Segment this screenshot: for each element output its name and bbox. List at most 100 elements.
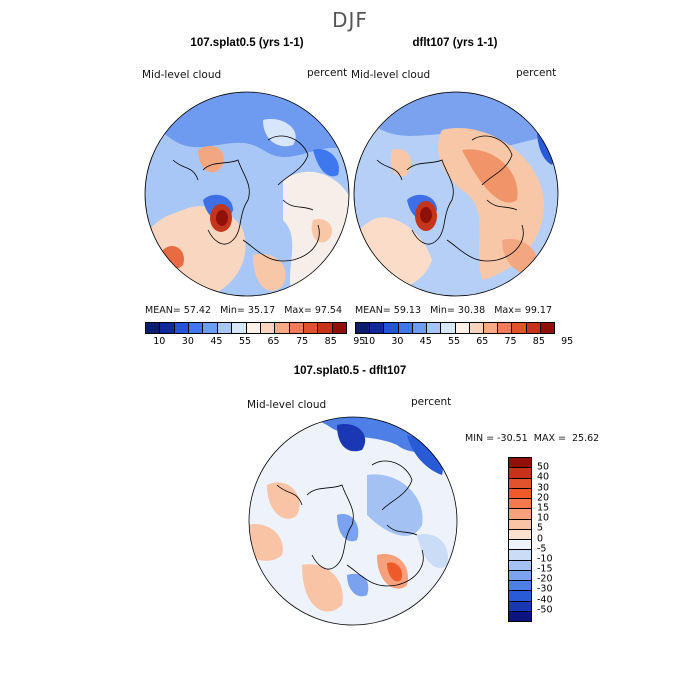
colorbar-swatch [509, 560, 531, 571]
colorbar-tick-label: 0 [537, 533, 544, 544]
panel-2-polar-map [353, 91, 559, 297]
diff-panel-units-label: percent [411, 396, 452, 408]
panel-2-stats: MEAN= 59.13 Min= 30.38 Max= 99.17 [355, 305, 552, 316]
colorbar-tick-label: 95 [353, 336, 366, 347]
colorbar-swatch [412, 323, 428, 333]
panel-1-colorbar [145, 322, 347, 334]
panel-1-polar-map [144, 91, 350, 297]
colorbar-swatch [509, 529, 531, 540]
colorbar-swatch [332, 323, 347, 333]
colorbar-swatch [189, 323, 204, 333]
colorbar-swatch [509, 468, 531, 479]
panel-2-mean-label: MEAN= [355, 305, 391, 316]
colorbar-swatch [275, 323, 290, 333]
colorbar-swatch [303, 323, 319, 333]
colorbar-swatch [427, 323, 442, 333]
panel-1-variable-label: Mid-level cloud [142, 69, 222, 81]
diff-panel-variable-label: Mid-level cloud [247, 399, 327, 411]
diff-panel-min-max: MIN = -30.51 MAX = 25.62 [465, 433, 600, 444]
panel-2-colorbar [355, 322, 555, 334]
colorbar-swatch [174, 323, 190, 333]
colorbar-swatch [441, 323, 456, 333]
colorbar-swatch [217, 323, 233, 333]
diff-panel-colorbar-ticks: 50 40 30 20 15 10 5 0 -5 -10 -15 -20 -30 -40 -50 [537, 457, 577, 620]
colorbar-tick-label: 85 [324, 336, 337, 347]
panel-2-units-label: percent [516, 67, 557, 79]
colorbar-swatch [509, 570, 531, 581]
panel-2-max-value: 99.17 [524, 305, 553, 316]
colorbar-tick-label: -40 [537, 594, 553, 606]
panel-1-max-label: Max= [284, 305, 312, 316]
panel-1-max-value: 97.54 [314, 305, 343, 316]
diff-panel-colorbar [508, 457, 532, 622]
colorbar-tick-label: 45 [419, 336, 432, 347]
panel-1-min-value: 35.17 [247, 305, 276, 316]
panel-2-colorbar-ticks: 10 30 45 55 65 75 85 95 [355, 336, 573, 348]
panel-1-colorbar-ticks: 10 30 45 55 65 75 85 95 [145, 336, 365, 348]
colorbar-swatch [246, 323, 261, 333]
colorbar-tick-label: 10 [153, 336, 166, 347]
colorbar-tick-label: 15 [537, 502, 550, 514]
colorbar-tick-label: 55 [447, 336, 461, 347]
colorbar-swatch [509, 488, 531, 499]
colorbar-tick-label: 10 [537, 512, 550, 524]
colorbar-tick-label: 50 [537, 461, 550, 473]
colorbar-tick-label: -30 [537, 583, 553, 595]
colorbar-swatch [509, 458, 531, 469]
colorbar-swatch [526, 323, 541, 333]
colorbar-swatch [483, 323, 499, 333]
colorbar-swatch [469, 323, 484, 333]
panel-2-title: dflt107 (yrs 1-1) [412, 37, 498, 49]
colorbar-tick-label: 30 [181, 336, 194, 347]
colorbar-swatch [498, 323, 513, 333]
panel-2-mean-value: 59.13 [393, 305, 421, 316]
colorbar-swatch [509, 550, 531, 561]
colorbar-swatch [540, 323, 555, 333]
colorbar-tick-label: -10 [537, 553, 553, 565]
colorbar-tick-label: 5 [537, 522, 544, 534]
colorbar-tick-label: -5 [537, 543, 547, 555]
panel-2-min-value: 30.38 [457, 305, 486, 316]
panel-2-max-label: Max= [494, 305, 522, 316]
panel-1-min-label: Min= [220, 305, 245, 316]
panel-1-mean-label: MEAN= [145, 305, 181, 316]
colorbar-swatch [260, 323, 276, 333]
colorbar-swatch [160, 323, 175, 333]
panel-1-title: 107.splat0.5 (yrs 1-1) [190, 37, 304, 49]
diff-panel-title: 107.splat0.5 - dflt107 [293, 365, 407, 377]
colorbar-tick-label: -20 [537, 573, 553, 585]
panel-1-stats: MEAN= 57.42 Min= 35.17 Max= 97.54 [145, 305, 342, 316]
colorbar-swatch [318, 323, 333, 333]
colorbar-tick-label: 65 [476, 336, 489, 347]
colorbar-tick-label: -50 [537, 604, 553, 616]
colorbar-swatch [509, 591, 531, 602]
colorbar-swatch [509, 478, 531, 489]
colorbar-tick-label: 20 [537, 492, 550, 504]
panel-2-variable-label: Mid-level cloud [351, 69, 431, 81]
colorbar-swatch [509, 601, 531, 612]
colorbar-swatch [398, 323, 413, 333]
colorbar-tick-label: 40 [537, 471, 550, 483]
colorbar-swatch [512, 323, 527, 333]
colorbar-tick-label: 30 [391, 336, 404, 347]
colorbar-swatch [203, 323, 218, 333]
panel-2-min-label: Min= [430, 305, 455, 316]
colorbar-tick-label: -15 [537, 563, 553, 575]
colorbar-swatch [289, 323, 304, 333]
colorbar-swatch [384, 323, 399, 333]
colorbar-tick-label: 10 [363, 336, 376, 347]
colorbar-swatch [509, 509, 531, 520]
colorbar-swatch [509, 540, 531, 551]
panel-1-mean-value: 57.42 [183, 305, 211, 316]
colorbar-tick-label: 55 [238, 336, 252, 347]
colorbar-swatch [509, 611, 531, 621]
season-title: DJF [332, 8, 368, 32]
colorbar-swatch [370, 323, 385, 333]
colorbar-swatch [232, 323, 247, 333]
colorbar-tick-label: 45 [210, 336, 223, 347]
colorbar-swatch [509, 519, 531, 530]
colorbar-swatch [356, 323, 371, 333]
colorbar-swatch [455, 323, 470, 333]
colorbar-tick-label: 95 [561, 336, 574, 347]
colorbar-swatch [509, 581, 531, 592]
